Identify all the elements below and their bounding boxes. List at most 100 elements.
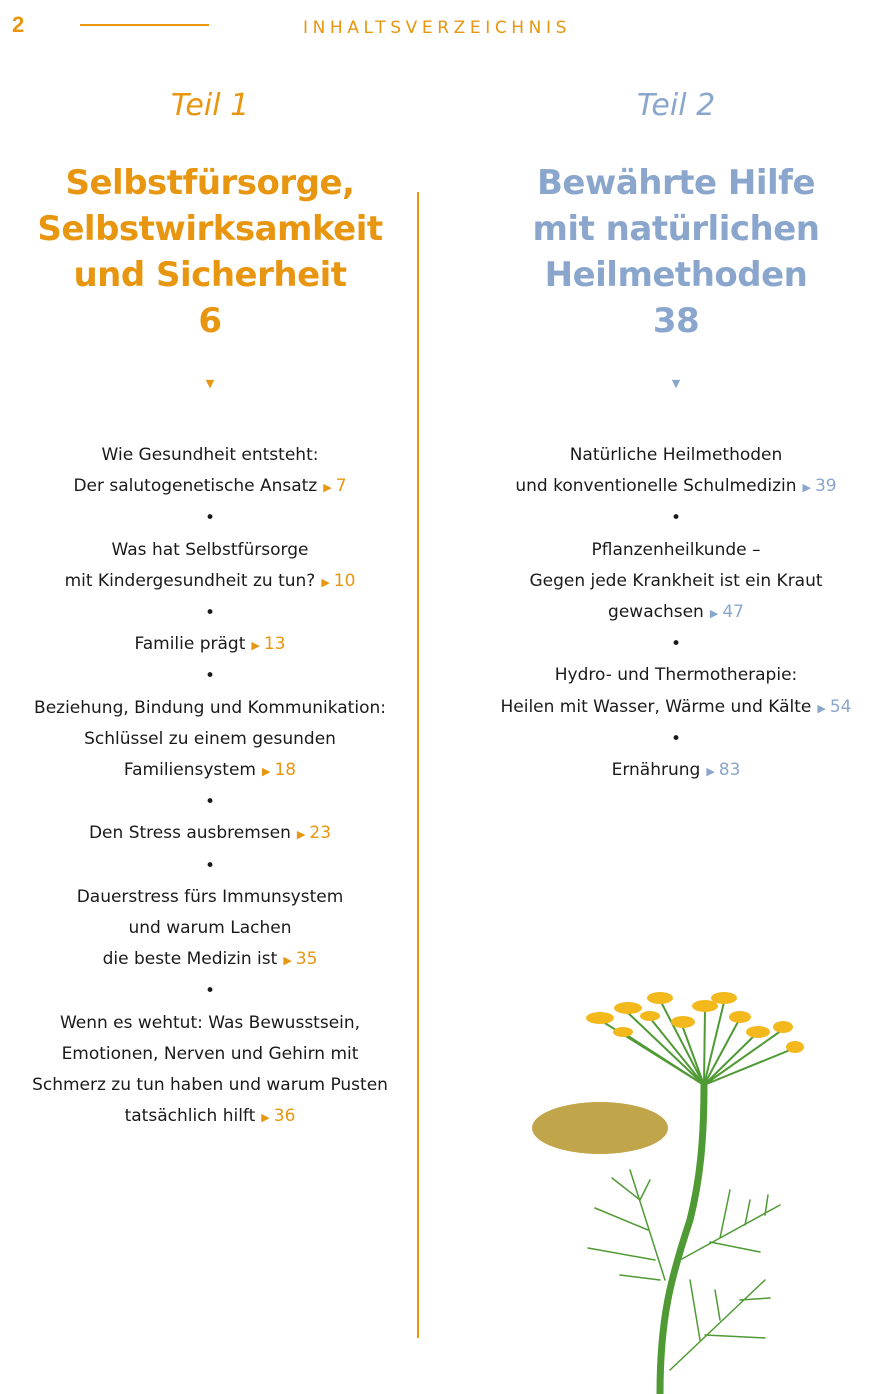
part-title-line: Bewährte Hilfe xyxy=(536,163,816,203)
entry-text: Was hat Selbstfürsorge xyxy=(111,539,309,560)
page-pointer-icon: ▶ xyxy=(251,639,260,653)
toc-entry-line[interactable]: Schlüssel zu einem gesunden xyxy=(10,724,410,755)
entry-page-number[interactable]: 10 xyxy=(333,570,356,591)
entry-text: Den Stress ausbremsen xyxy=(88,823,291,844)
down-arrow-icon: ▼ xyxy=(205,377,215,390)
entry-text: Ernährung xyxy=(611,760,701,781)
part-title: Selbstfürsorge, Selbstwirksamkeit und Si… xyxy=(10,160,410,344)
entry-text: mit Kindergesundheit zu tun? xyxy=(64,570,316,591)
entry-text: Beziehung, Bindung und Kommunikation: xyxy=(34,697,386,718)
entry-page-number[interactable]: 54 xyxy=(829,696,852,717)
toc-entry-line[interactable]: und warum Lachen xyxy=(10,913,410,944)
toc-list: Natürliche Heilmethoden und konventionell… xyxy=(476,440,876,787)
entry-text: Dauerstress fürs Immunsystem xyxy=(76,886,344,907)
entry-text: Heilen mit Wasser, Wärme und Kälte xyxy=(500,696,812,717)
page-pointer-icon: ▶ xyxy=(321,575,330,589)
down-arrow-icon: ▼ xyxy=(671,377,681,390)
entry-page-number[interactable]: 36 xyxy=(273,1106,296,1127)
toc-entry-line[interactable]: die beste Medizin ist ▶ 35 xyxy=(10,944,410,976)
toc-entry-line[interactable]: Gegen jede Krankheit ist ein Kraut xyxy=(476,566,876,597)
toc-entry-line[interactable]: Familiensystem ▶ 18 xyxy=(10,755,410,787)
part-title-line: und Sicherheit xyxy=(73,255,347,295)
separator-dot: • xyxy=(204,508,216,529)
part-page-number[interactable]: 6 xyxy=(198,301,222,341)
separator-dot: • xyxy=(670,634,682,655)
entry-page-number[interactable]: 7 xyxy=(335,476,347,497)
page-pointer-icon: ▶ xyxy=(261,765,271,779)
page-pointer-icon: ▶ xyxy=(802,481,811,495)
toc-entry-line[interactable]: gewachsen ▶ 47 xyxy=(476,597,876,629)
part-title-line: Heilmethoden xyxy=(544,255,808,295)
entry-page-number[interactable]: 18 xyxy=(274,760,297,781)
entry-page-number[interactable]: 39 xyxy=(814,476,837,497)
separator-dot: • xyxy=(204,666,216,687)
toc-entry-line[interactable]: Was hat Selbstfürsorge xyxy=(10,535,410,566)
separator-dot: • xyxy=(670,508,682,529)
entry-text: tatsächlich hilft xyxy=(124,1106,256,1127)
part-title-line: mit natürlichen xyxy=(532,209,820,249)
column-divider xyxy=(417,192,419,1338)
entry-text: Schmerz zu tun haben und warum Pusten xyxy=(32,1075,388,1096)
separator-dot: • xyxy=(204,603,216,624)
page-pointer-icon: ▶ xyxy=(296,828,306,842)
running-header: INHALTSVERZEICHNIS xyxy=(303,18,572,38)
part-label: Teil 2 xyxy=(636,88,716,123)
toc-entry-line[interactable]: Dauerstress fürs Immunsystem xyxy=(10,882,410,913)
page-pointer-icon: ▶ xyxy=(706,765,715,779)
entry-text: Wie Gesundheit entsteht: xyxy=(101,445,319,465)
toc-entry-line[interactable]: Wie Gesundheit entsteht: xyxy=(10,440,410,471)
flower-clusters xyxy=(586,992,804,1053)
toc-entry-line[interactable]: Den Stress ausbremsen ▶ 23 xyxy=(10,818,410,850)
page-pointer-icon: ▶ xyxy=(709,607,719,621)
entry-text: und konventionelle Schulmedizin xyxy=(515,476,797,497)
header-rule xyxy=(80,24,209,26)
toc-entry-line[interactable]: Natürliche Heilmethoden xyxy=(476,440,876,471)
entry-text: Emotionen, Nerven und Gehirn mit xyxy=(61,1043,359,1064)
part-page-number[interactable]: 38 xyxy=(652,301,700,341)
part-title-line: Selbstfürsorge, xyxy=(65,163,355,203)
page-pointer-icon: ▶ xyxy=(323,481,332,495)
page-number: 2 xyxy=(12,12,25,37)
toc-entry-line[interactable]: Heilen mit Wasser, Wärme und Kälte ▶ 54 xyxy=(476,692,876,724)
toc-entry-line[interactable]: Wenn es wehtut: Was Bewusstsein, xyxy=(10,1008,410,1039)
entry-page-number[interactable]: 13 xyxy=(263,634,286,655)
separator-dot: • xyxy=(670,728,682,749)
toc-entry-line[interactable]: Beziehung, Bindung und Kommunikation: xyxy=(10,693,410,724)
toc-entry-line[interactable]: Emotionen, Nerven und Gehirn mit xyxy=(10,1039,410,1070)
separator-dot: • xyxy=(204,981,216,1002)
entry-page-number[interactable]: 35 xyxy=(295,949,318,970)
page-pointer-icon: ▶ xyxy=(817,701,826,715)
entry-text: Wenn es wehtut: Was Bewusstsein, xyxy=(59,1012,361,1033)
entry-page-number[interactable]: 23 xyxy=(309,823,332,844)
entry-text: gewachsen xyxy=(608,602,704,623)
toc-list: Wie Gesundheit entsteht: Der salutogeneti… xyxy=(10,440,410,1133)
entry-text: Natürliche Heilmethoden xyxy=(569,445,783,465)
toc-entry-line[interactable]: Pflanzenheilkunde – xyxy=(476,535,876,566)
part-title: Bewährte Hilfe mit natürlichen Heilmetho… xyxy=(476,160,876,344)
entry-text: Familiensystem xyxy=(123,760,256,781)
toc-entry-line[interactable]: Ernährung ▶ 83 xyxy=(476,755,876,787)
entry-page-number[interactable]: 83 xyxy=(718,760,741,781)
page-pointer-icon: ▶ xyxy=(261,1111,270,1125)
toc-entry-line[interactable]: mit Kindergesundheit zu tun? ▶ 10 xyxy=(10,566,410,598)
entry-page-number[interactable]: 47 xyxy=(722,602,744,623)
entry-text: Familie prägt xyxy=(134,634,246,655)
entry-text: und warum Lachen xyxy=(128,918,292,939)
entry-text: Gegen jede Krankheit ist ein Kraut xyxy=(529,570,823,591)
toc-entry-line[interactable]: Hydro- und Thermotherapie: xyxy=(476,660,876,691)
toc-entry-line[interactable]: tatsächlich hilft ▶ 36 xyxy=(10,1101,410,1133)
seed-cluster xyxy=(532,1102,668,1154)
entry-text: Der salutogenetische Ansatz xyxy=(73,476,318,497)
part-title-line: Selbstwirksamkeit xyxy=(37,209,383,249)
fennel-illustration xyxy=(532,992,804,1394)
toc-entry-line[interactable]: und konventionelle Schulmedizin ▶ 39 xyxy=(476,471,876,503)
entry-text: Schlüssel zu einem gesunden xyxy=(84,728,336,749)
toc-entry-line[interactable]: Familie prägt ▶ 13 xyxy=(10,629,410,661)
toc-entry-line[interactable]: Schmerz zu tun haben und warum Pusten xyxy=(10,1070,410,1101)
separator-dot: • xyxy=(204,792,216,813)
part-label: Teil 1 xyxy=(170,88,250,123)
entry-text: Hydro- und Thermotherapie: xyxy=(554,665,798,686)
entry-text: die beste Medizin ist xyxy=(102,949,278,970)
separator-dot: • xyxy=(204,855,216,876)
toc-entry-line[interactable]: Der salutogenetische Ansatz ▶ 7 xyxy=(10,471,410,503)
